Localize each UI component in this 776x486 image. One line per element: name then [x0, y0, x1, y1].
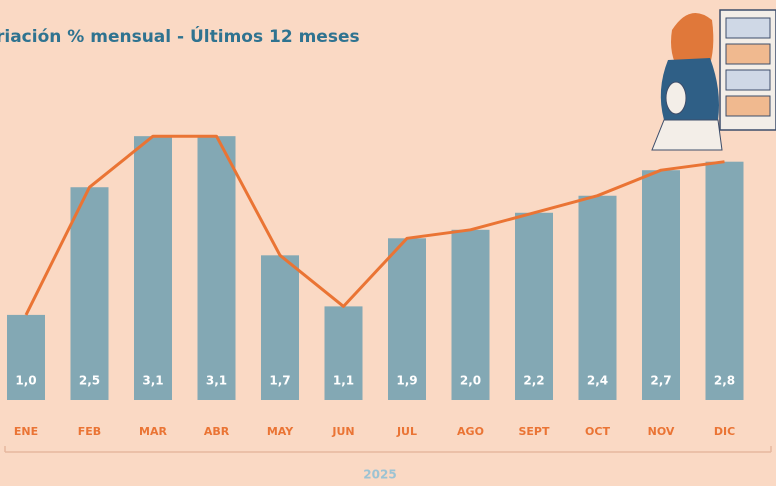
value-label: 2,4 [587, 374, 608, 388]
bar [198, 136, 236, 400]
value-label: 3,1 [142, 374, 163, 388]
x-tick-label: DIC [714, 425, 735, 438]
group-label: 2025 [363, 468, 396, 482]
bar [71, 187, 109, 400]
x-tick-label: JUL [396, 425, 417, 438]
value-label: 1,7 [269, 374, 290, 388]
value-label: 2,0 [460, 374, 481, 388]
x-tick-label: ABR [204, 425, 230, 438]
page: riación % mensual - Últimos 12 meses 202… [0, 0, 776, 486]
x-tick-label: MAY [267, 425, 294, 438]
value-label: 2,2 [523, 374, 544, 388]
bar [706, 162, 744, 400]
x-tick-label: MAR [139, 425, 167, 438]
x-tick-label: AGO [457, 425, 484, 438]
bar [579, 196, 617, 400]
chart-title: riación % mensual - Últimos 12 meses [0, 25, 360, 47]
value-label: 1,9 [396, 374, 417, 388]
value-label: 2,7 [650, 374, 671, 388]
x-tick-label: OCT [585, 425, 610, 438]
x-tick-label: FEB [78, 425, 101, 438]
value-label: 3,1 [206, 374, 227, 388]
x-tick-label: NOV [648, 425, 675, 438]
value-label: 2,8 [714, 374, 735, 388]
bar [642, 170, 680, 400]
bar [515, 213, 553, 400]
value-label: 1,1 [333, 374, 354, 388]
value-label: 1,0 [15, 374, 36, 388]
x-tick-label: ENE [14, 425, 38, 438]
x-tick-label: JUN [331, 425, 354, 438]
x-tick-label: SEPT [518, 425, 549, 438]
chart: riación % mensual - Últimos 12 meses 202… [0, 0, 776, 486]
value-label: 2,5 [79, 374, 100, 388]
bar [134, 136, 172, 400]
